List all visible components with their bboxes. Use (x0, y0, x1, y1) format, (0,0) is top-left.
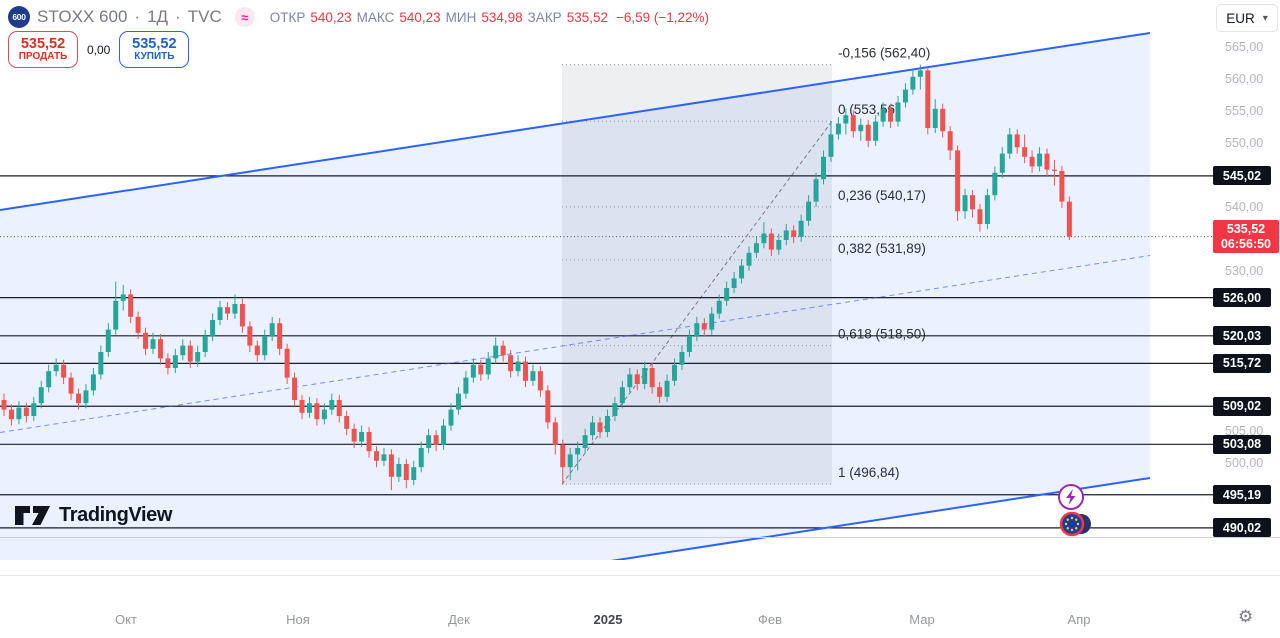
exchange-label[interactable]: TVC (187, 7, 222, 26)
fib-level-label: 0,382 (531,89) (838, 241, 926, 256)
legend-separator: · (175, 7, 181, 26)
open-value: 540,23 (310, 9, 352, 25)
spread-value: 0,00 (87, 42, 111, 57)
sell-price: 535,52 (20, 35, 66, 52)
lightning-event-icon[interactable] (1058, 484, 1084, 510)
interval-label[interactable]: 1Д (147, 7, 169, 26)
tradingview-logo-icon (15, 506, 50, 525)
price-level-badge[interactable]: 509,02 (1213, 396, 1271, 416)
chart-bottom-border (0, 537, 1280, 538)
last-price-badge[interactable]: 535,52 06:56:50 (1213, 220, 1279, 254)
channel-midline (0, 255, 1151, 433)
currency-selector[interactable]: EUR ▾ (1216, 4, 1278, 32)
x-axis-month-label[interactable]: Ноя (286, 612, 310, 627)
sell-button[interactable]: 535,52 ПРОДАТЬ (8, 31, 78, 68)
symbol-logo-icon: 600 (8, 6, 30, 28)
symbol-legend: 600 STOXX 600 · 1Д · TVC ≈ ОТКР 540,23 М… (8, 5, 709, 29)
currency-value: EUR (1226, 10, 1255, 26)
candlestick-series (1, 64, 1072, 491)
price-level-badge[interactable]: 545,02 (1213, 166, 1271, 186)
fib-trend-line (561, 120, 833, 485)
tradingview-watermark[interactable]: TradingView (13, 501, 172, 529)
channel-lower-line[interactable] (0, 477, 1151, 560)
legend-separator: · (134, 7, 141, 26)
trade-panel: 535,52 ПРОДАТЬ 0,00 535,52 КУПИТЬ (8, 31, 190, 68)
low-label: МИН (445, 9, 477, 25)
y-axis-tick: 530,00 (1225, 264, 1264, 278)
y-axis-tick: 550,00 (1225, 136, 1264, 150)
x-axis-month-label[interactable]: Мар (909, 612, 935, 627)
time-axis[interactable]: Окт Ноя Дек 2025 Фев Мар Апр ⚙ (0, 575, 1280, 638)
low-value: 534,98 (481, 9, 523, 25)
open-label: ОТКР (269, 9, 306, 25)
y-axis-tick: 555,00 (1225, 104, 1264, 118)
tradingview-logo-text: TradingView (59, 503, 173, 526)
buy-button[interactable]: 535,52 КУПИТЬ (119, 31, 190, 68)
x-axis-month-label[interactable]: Апр (1067, 612, 1091, 627)
buy-price: 535,52 (132, 35, 177, 52)
change-value: −6,59 (−1,22%) (615, 9, 710, 25)
sell-label: ПРОДАТЬ (18, 50, 68, 62)
high-label: МАКС (356, 9, 395, 25)
fib-level-label: 0,618 (518,50) (838, 327, 926, 342)
eu-flag-event-icon[interactable] (1059, 511, 1091, 537)
price-level-badge[interactable]: 515,72 (1213, 353, 1271, 373)
settings-gear-icon[interactable]: ⚙ (1238, 607, 1254, 626)
fib-retracement-zone (562, 64, 832, 485)
buy-label: КУПИТЬ (134, 50, 175, 62)
y-axis-tick: 565,00 (1225, 40, 1264, 54)
y-axis-tick: 505,00 (1225, 424, 1264, 438)
channel-fill (0, 33, 1150, 560)
pane-separator (0, 575, 1280, 576)
candlestick-chart-canvas[interactable]: -0,156 (562,40)0 (553,56)0,236 (540,17)0… (0, 0, 1280, 560)
price-level-badge[interactable]: 495,19 (1213, 485, 1271, 505)
price-level-badge[interactable]: 490,02 (1213, 518, 1271, 538)
fib-level-label: 0,236 (540,17) (838, 188, 926, 203)
x-axis-month-label[interactable]: Дек (448, 612, 470, 627)
x-axis-month-label[interactable]: Окт (115, 612, 137, 627)
y-axis-tick: 540,00 (1225, 200, 1264, 214)
y-axis-tick: 560,00 (1225, 72, 1264, 86)
chevron-down-icon: ▾ (1262, 12, 1268, 24)
channel-upper-line[interactable] (0, 32, 1151, 211)
symbol-title[interactable]: STOXX 600 · 1Д · TVC (37, 7, 222, 27)
ohlc-values: ОТКР 540,23 МАКС 540,23 МИН 534,98 ЗАКР … (270, 10, 709, 25)
fib-level-label: -0,156 (562,40) (838, 46, 930, 61)
symbol-name[interactable]: STOXX 600 (37, 7, 128, 26)
high-value: 540,23 (399, 9, 441, 25)
bar-countdown: 06:56:50 (1220, 236, 1272, 251)
price-level-badge[interactable]: 520,03 (1213, 326, 1271, 346)
price-level-badge[interactable]: 503,08 (1213, 434, 1271, 454)
price-axis[interactable]: 565,00 560,00 555,00 550,00 540,00 530,00 505,… (1150, 0, 1280, 560)
close-label: ЗАКР (527, 9, 562, 25)
last-price-value: 535,52 (1226, 221, 1266, 236)
market-status-icon[interactable]: ≈ (234, 7, 255, 27)
y-axis-tick: 500,00 (1225, 456, 1264, 470)
fib-level-label: 1 (496,84) (838, 465, 900, 480)
price-level-badge[interactable]: 526,00 (1213, 288, 1271, 308)
x-axis-month-label[interactable]: Фев (757, 612, 783, 627)
x-axis-month-label[interactable]: 2025 (593, 612, 623, 627)
close-value: 535,52 (566, 9, 608, 25)
